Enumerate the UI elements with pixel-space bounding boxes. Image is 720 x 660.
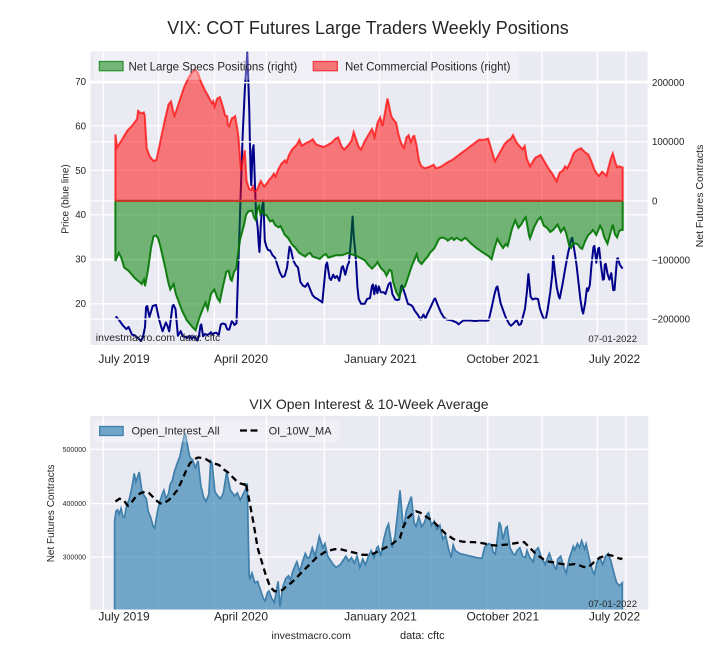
svg-text:October 2021: October 2021 (466, 352, 539, 366)
svg-text:30: 30 (75, 255, 86, 266)
svg-text:500000: 500000 (63, 447, 86, 454)
svg-text:April 2020: April 2020 (214, 610, 268, 624)
svg-text:Net Large Specs Positions (rig: Net Large Specs Positions (right) (129, 62, 298, 74)
svg-text:0: 0 (652, 196, 658, 207)
svg-text:400000: 400000 (63, 501, 86, 508)
svg-text:−100000: −100000 (652, 255, 691, 266)
svg-text:July 2022: July 2022 (589, 352, 641, 366)
svg-text:Net Futures Contracts: Net Futures Contracts (694, 145, 706, 248)
svg-text:100000: 100000 (652, 137, 685, 148)
svg-text:20: 20 (75, 299, 86, 310)
svg-text:OI_10W_MA: OI_10W_MA (269, 426, 333, 438)
svg-text:July 2019: July 2019 (98, 610, 150, 624)
svg-text:January 2021: January 2021 (344, 352, 417, 366)
svg-text:50: 50 (75, 166, 86, 177)
svg-text:07-01-2022: 07-01-2022 (588, 334, 637, 345)
svg-text:70: 70 (75, 77, 86, 88)
svg-text:Net Futures Contracts: Net Futures Contracts (46, 464, 57, 562)
svg-text:Open_Interest_All: Open_Interest_All (132, 426, 220, 438)
svg-text:Net Commercial Positions (righ: Net Commercial Positions (right) (345, 62, 511, 74)
svg-text:60: 60 (75, 121, 86, 132)
svg-text:data: cftc: data: cftc (180, 333, 221, 344)
svg-text:−200000: −200000 (652, 315, 691, 326)
svg-text:300000: 300000 (63, 555, 86, 562)
svg-text:07-01-2022: 07-01-2022 (588, 599, 637, 610)
svg-text:October 2021: October 2021 (466, 610, 539, 624)
svg-text:Price (blue line): Price (blue line) (61, 164, 72, 233)
svg-text:January 2021: January 2021 (344, 610, 417, 624)
svg-text:investmacro.com: investmacro.com (96, 332, 176, 344)
svg-text:July 2022: July 2022 (589, 610, 641, 624)
svg-text:investmacro.com: investmacro.com (272, 630, 352, 642)
svg-text:July 2019: July 2019 (98, 352, 150, 366)
svg-text:200000: 200000 (652, 78, 685, 89)
svg-text:VIX: COT Futures Large Traders: VIX: COT Futures Large Traders Weekly Po… (167, 18, 569, 38)
svg-text:April 2020: April 2020 (214, 352, 268, 366)
svg-text:40: 40 (75, 210, 86, 221)
svg-text:VIX Open Interest & 10-Week Av: VIX Open Interest & 10-Week Average (249, 396, 488, 412)
svg-text:data: cftc: data: cftc (400, 630, 445, 642)
